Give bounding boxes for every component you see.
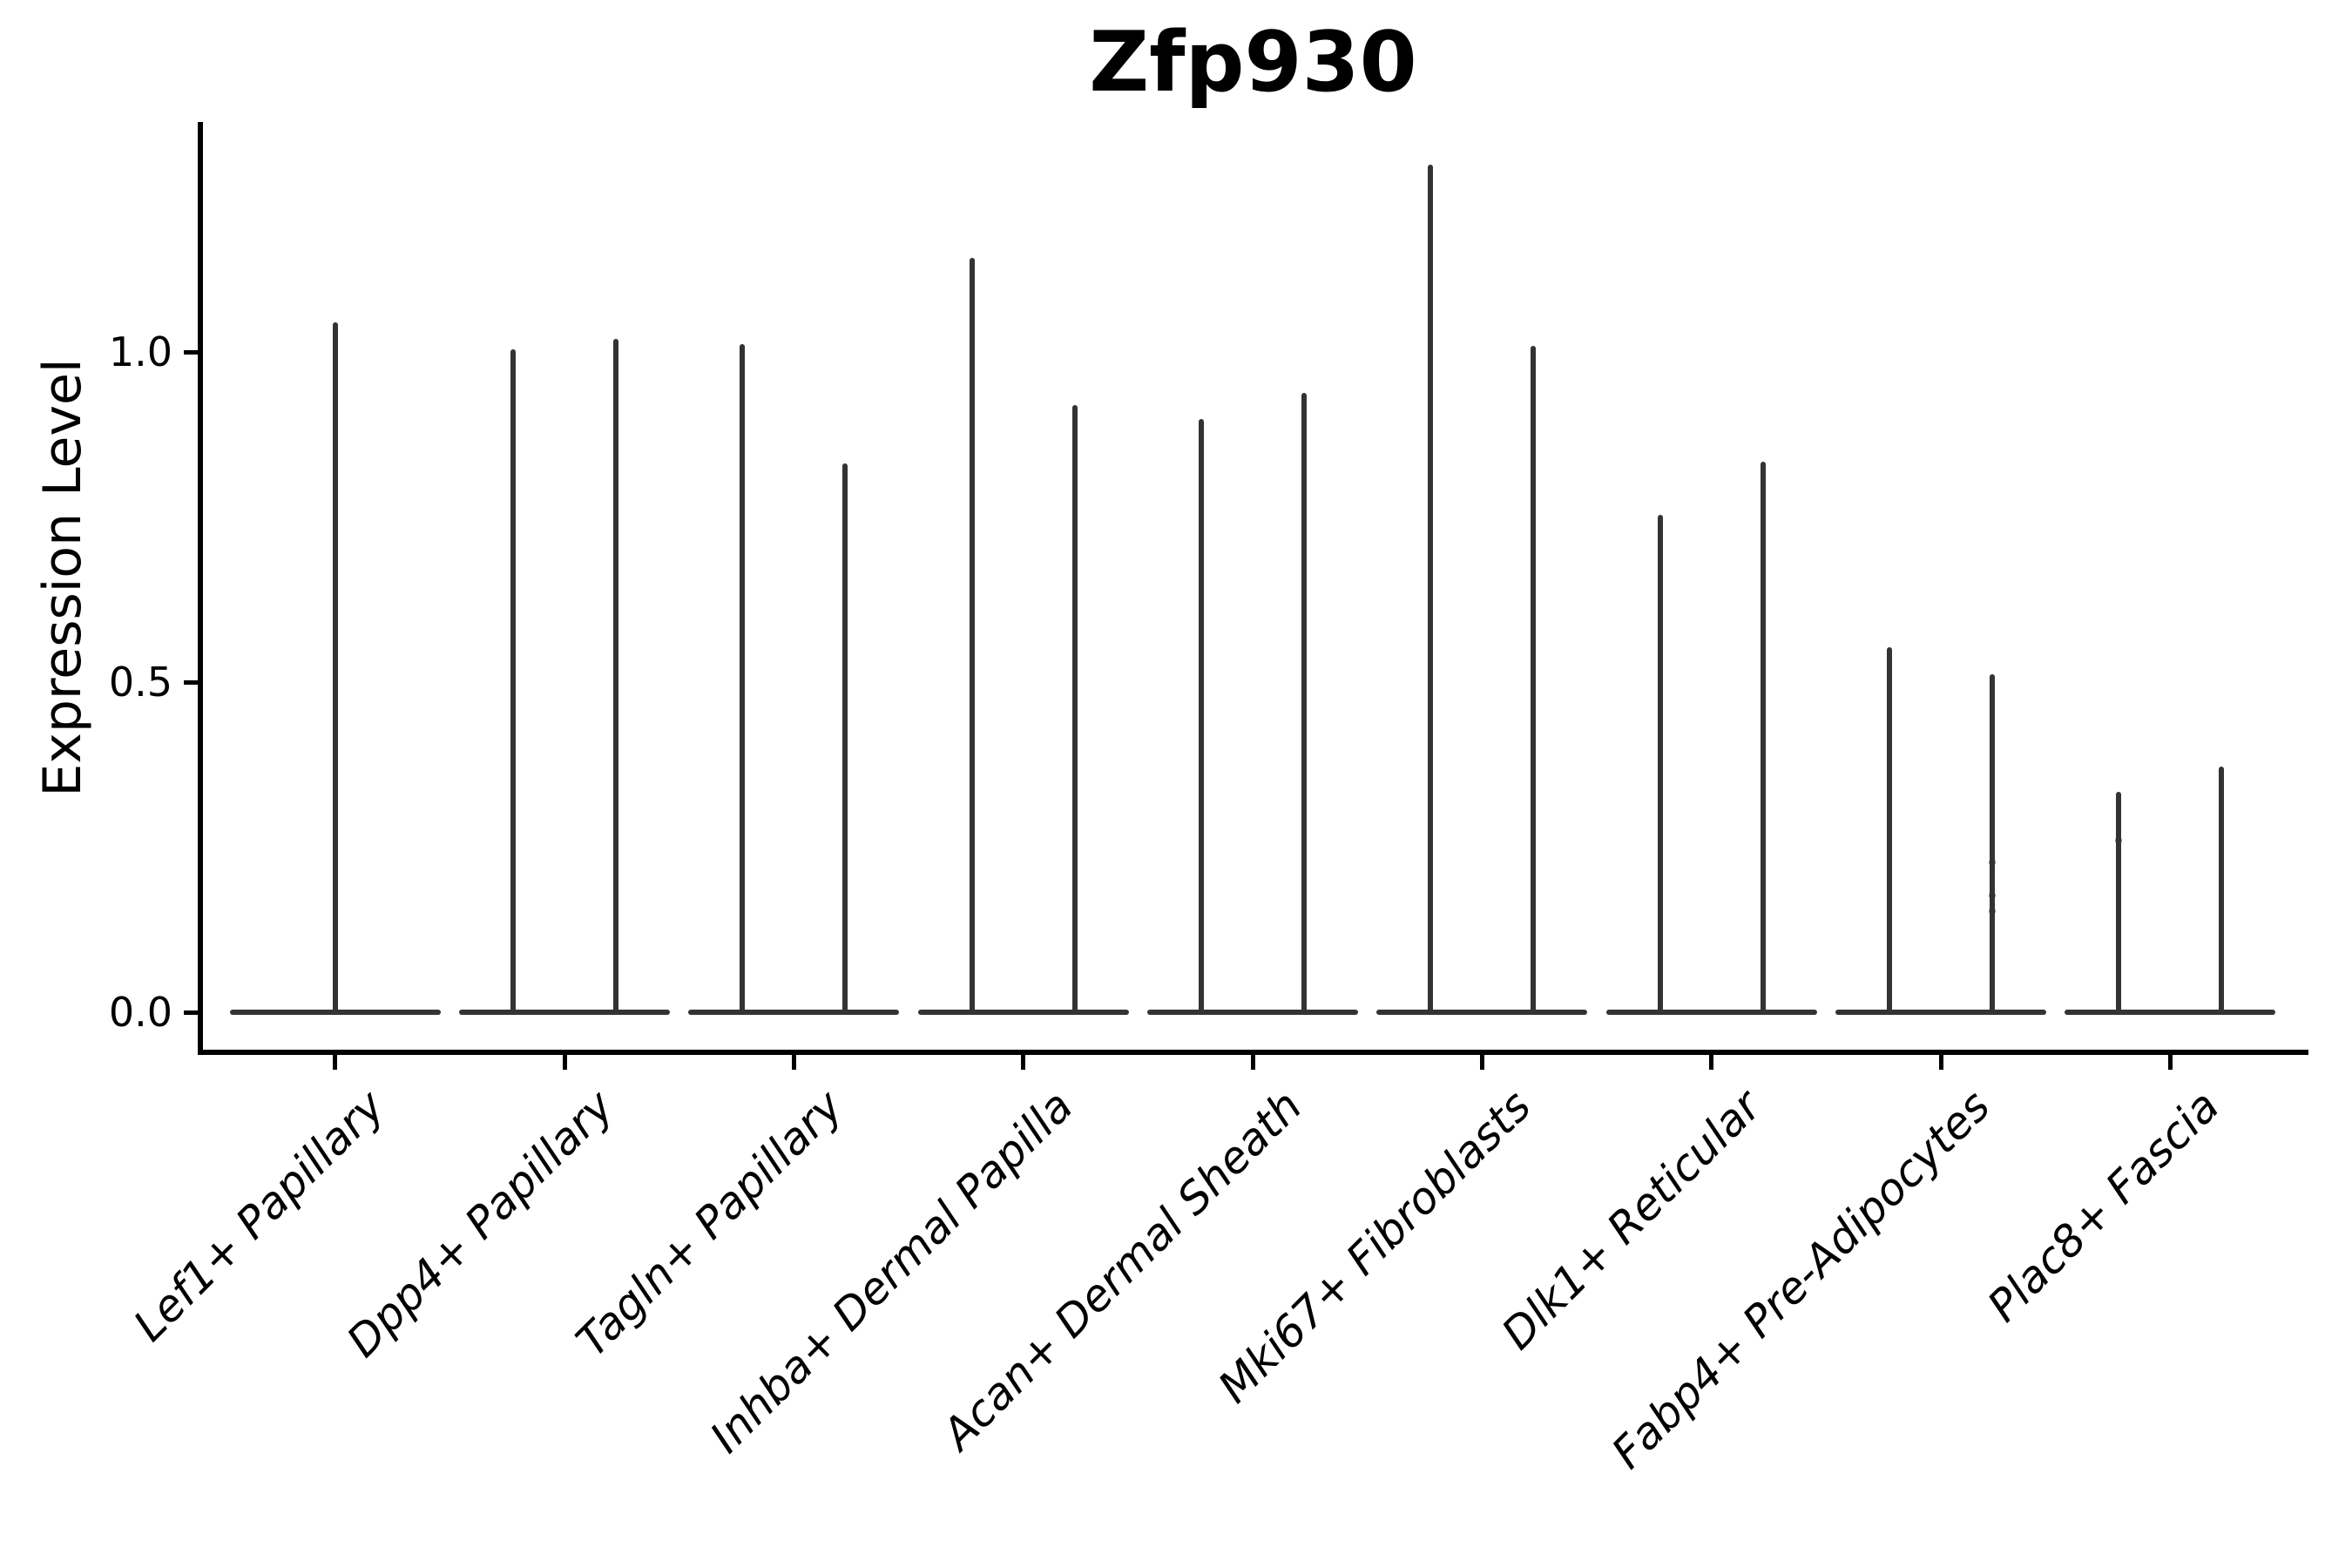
y-tick-mark	[184, 1010, 198, 1015]
x-tick-label-text: Lef1+ Papillary	[123, 1080, 395, 1351]
jitter-point	[1989, 908, 1996, 916]
violin-spike	[1990, 673, 1995, 1015]
violin-base	[1147, 1010, 1359, 1015]
violin-spike	[2219, 767, 2225, 1015]
violin-spike	[2116, 791, 2122, 1015]
x-tick-label-text: Plac8+ Fascia	[1977, 1080, 2229, 1332]
y-tick-label: 0.5	[108, 659, 172, 706]
y-tick-label: 0.0	[108, 989, 172, 1036]
violin-base	[1835, 1010, 2046, 1015]
x-tick-label-text: Fabp4+ Pre-Adipocytes	[1602, 1080, 2000, 1479]
x-tick-mark	[333, 1055, 338, 1070]
x-tick-mark	[1250, 1055, 1255, 1070]
violin-spike	[842, 463, 848, 1015]
violin-base	[688, 1010, 900, 1015]
violin-base	[1605, 1010, 1817, 1015]
violin-spike	[740, 343, 746, 1015]
x-tick-mark	[1479, 1055, 1484, 1070]
violin-spike	[1760, 461, 1766, 1015]
violin-spike	[1199, 419, 1205, 1015]
violin-spike	[1887, 646, 1892, 1015]
violin-base	[1376, 1010, 1588, 1015]
jitter-point	[1989, 858, 1996, 866]
violin-spike	[1071, 404, 1078, 1015]
violin-spike	[1301, 392, 1308, 1015]
jitter-point	[2115, 836, 2123, 844]
violin-spike	[1428, 164, 1434, 1015]
x-tick-mark	[2167, 1055, 2173, 1070]
violin-spike	[969, 258, 975, 1015]
x-tick-mark	[1938, 1055, 1943, 1070]
y-tick-mark	[184, 679, 198, 685]
x-tick-mark	[1021, 1055, 1026, 1070]
y-tick-mark	[184, 349, 198, 355]
y-axis-label: Expression Level	[32, 358, 93, 797]
plot-title: Zfp930	[1089, 15, 1417, 111]
x-tick-mark	[562, 1055, 567, 1070]
violin-base	[917, 1010, 1129, 1015]
y-axis-line	[198, 122, 203, 1055]
violin-base	[459, 1010, 671, 1015]
x-tick-mark	[791, 1055, 796, 1070]
jitter-point	[1989, 891, 1996, 899]
violin-base	[2065, 1010, 2276, 1015]
violin-spike	[1657, 515, 1663, 1015]
violin-spike	[332, 321, 338, 1015]
y-tick-label: 1.0	[108, 328, 172, 375]
violin-spike	[613, 338, 619, 1015]
x-axis-line	[198, 1050, 2308, 1055]
violin-spike	[1531, 346, 1537, 1015]
x-tick-mark	[1709, 1055, 1714, 1070]
violin-spike	[510, 348, 517, 1015]
